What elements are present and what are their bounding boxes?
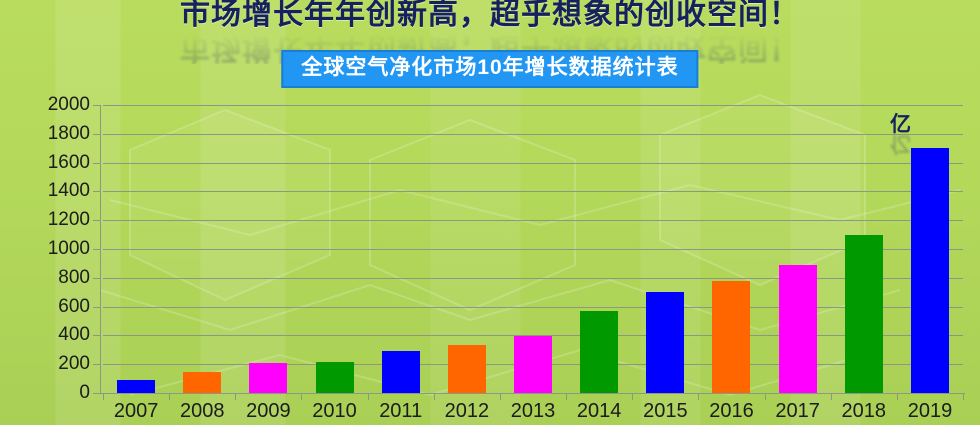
bar[interactable] xyxy=(844,235,883,393)
bar-slot[interactable] xyxy=(301,105,367,393)
gridline xyxy=(103,249,963,250)
x-axis-tick-mark xyxy=(169,393,171,400)
x-axis-labels: 2007 2008 2009 2010 2011 2012 2013 2014 2015 2016… xyxy=(103,399,963,423)
bar-slot[interactable] xyxy=(897,105,963,393)
y-axis-tick-label: 800 xyxy=(58,266,90,288)
x-axis-tick-label: 2012 xyxy=(444,400,490,422)
bar-slot[interactable] xyxy=(235,105,301,393)
bar-slot[interactable] xyxy=(500,105,566,393)
x-axis-tick-mark xyxy=(830,393,832,400)
x-axis-tick-label: 2019 xyxy=(907,400,953,422)
y-axis-tick-label: 1200 xyxy=(47,209,90,231)
x-axis-tick-mark xyxy=(632,393,634,400)
y-axis-tick-mark xyxy=(93,277,101,279)
subtitle-banner-text: 全球空气净化市场10年增长数据统计表 xyxy=(301,56,679,79)
y-axis-tick-label: 1800 xyxy=(47,122,90,144)
gridline xyxy=(103,393,963,394)
bar[interactable] xyxy=(381,351,420,393)
x-axis-tick-label: 2011 xyxy=(379,400,423,422)
y-axis-tick-label: 200 xyxy=(58,353,90,375)
x-axis-tick-mark xyxy=(896,393,898,400)
gridline xyxy=(103,133,963,135)
subtitle-banner: 全球空气净化市场10年增长数据统计表 xyxy=(281,50,699,88)
x-axis-tick-label: 2016 xyxy=(709,400,754,422)
bar-slot[interactable] xyxy=(368,105,434,393)
gridline xyxy=(103,335,963,337)
bar[interactable] xyxy=(910,148,949,393)
main-title-block: 市场增长年年创新高，超乎想象的创收空间！ 市场增长年年创新高，超乎想象的创收空间… xyxy=(0,0,980,64)
x-axis-tick-mark xyxy=(499,393,501,400)
y-axis-tick-mark xyxy=(93,335,101,337)
x-axis-tick-mark xyxy=(367,393,369,400)
bar[interactable] xyxy=(514,336,553,393)
x-axis-tick-label: 2017 xyxy=(775,400,820,422)
y-axis-tick-label: 1600 xyxy=(47,151,90,173)
x-axis-tick-label: 2009 xyxy=(246,400,291,422)
gridline xyxy=(103,220,963,222)
x-axis-tick-mark xyxy=(433,393,435,400)
x-axis-tick-label: 2013 xyxy=(510,400,556,422)
y-axis-tick-label: 0 xyxy=(79,382,90,403)
bar[interactable] xyxy=(315,362,354,393)
y-axis-tick-label: 1400 xyxy=(47,180,90,202)
bar-slot[interactable] xyxy=(169,105,235,393)
bar-slot[interactable] xyxy=(103,105,169,393)
bar-slot[interactable] xyxy=(765,105,831,393)
y-axis-tick-mark xyxy=(93,105,101,106)
bar-slot[interactable] xyxy=(698,105,764,393)
bar[interactable] xyxy=(778,264,817,393)
gridline xyxy=(103,306,963,308)
x-axis-tick-label: 2015 xyxy=(643,400,688,422)
main-title: 市场增长年年创新高，超乎想象的创收空间！ xyxy=(180,0,800,31)
x-axis-tick-label: 2007 xyxy=(113,400,159,422)
y-axis-tick-label: 1000 xyxy=(47,238,90,259)
x-axis-tick-label: 2018 xyxy=(841,400,887,422)
gridline xyxy=(103,191,963,193)
y-axis-tick-mark xyxy=(93,162,101,164)
x-axis-tick-mark xyxy=(698,393,700,400)
x-axis-tick-mark xyxy=(764,393,766,400)
y-axis-tick-mark xyxy=(93,220,101,222)
x-axis-tick-mark xyxy=(963,393,964,400)
bar[interactable] xyxy=(646,292,685,393)
bar-series xyxy=(103,105,963,393)
y-axis-tick-mark xyxy=(93,393,101,394)
bar-slot[interactable] xyxy=(434,105,500,393)
x-axis-tick-label: 2010 xyxy=(312,400,357,422)
y-axis-tick-mark xyxy=(93,191,101,193)
x-axis-tick-mark xyxy=(301,393,303,400)
bar[interactable] xyxy=(183,372,222,393)
gridline xyxy=(103,277,963,279)
x-axis-tick-mark xyxy=(103,393,104,400)
x-axis-tick-label: 2008 xyxy=(179,400,225,422)
x-axis-tick-mark xyxy=(566,393,568,400)
y-axis-tick-label: 600 xyxy=(58,295,90,317)
bar[interactable] xyxy=(580,310,619,393)
gridline xyxy=(103,162,963,164)
unit-label: 亿 xyxy=(890,113,911,136)
gridline xyxy=(103,105,963,106)
y-axis-tick-label: 400 xyxy=(58,324,90,346)
bar[interactable] xyxy=(249,363,288,393)
y-axis-tick-label: 2000 xyxy=(47,94,90,115)
bar-slot[interactable] xyxy=(632,105,698,393)
bar-slot[interactable] xyxy=(831,105,897,393)
x-axis-tick-mark xyxy=(235,393,237,400)
y-axis-tick-mark xyxy=(93,364,101,366)
y-axis-tick-mark xyxy=(93,133,101,135)
bar[interactable] xyxy=(447,344,486,393)
bar[interactable] xyxy=(117,380,156,393)
bar-slot[interactable] xyxy=(566,105,632,393)
bar[interactable] xyxy=(712,281,751,393)
x-axis-tick-label: 2014 xyxy=(576,400,622,422)
y-axis-tick-mark xyxy=(93,249,101,250)
y-axis-tick-mark xyxy=(93,306,101,308)
